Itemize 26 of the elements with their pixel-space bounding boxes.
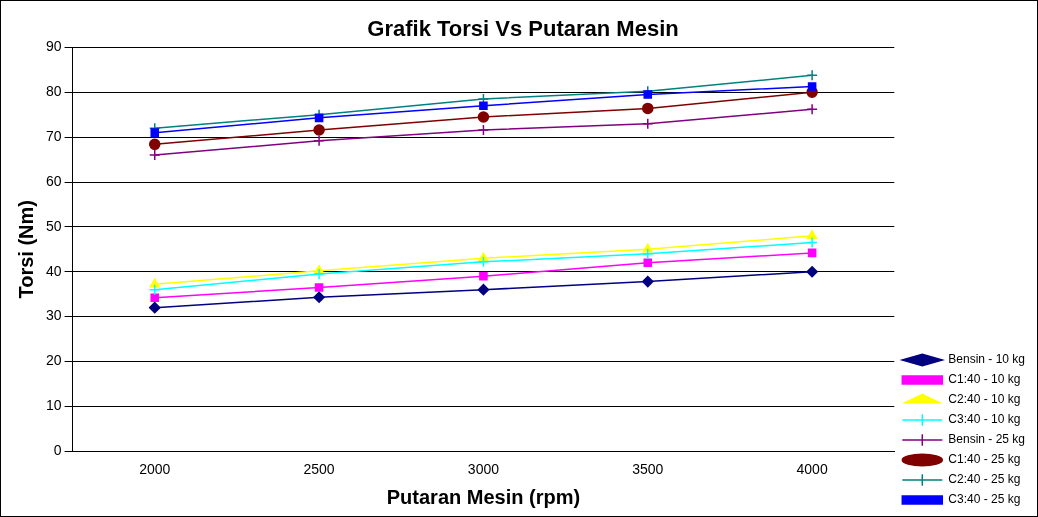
x-tick-label: 4000 (796, 461, 828, 478)
y-tick-label: 40 (45, 262, 62, 279)
x-tick-label: 2000 (139, 461, 171, 478)
x-tick-label: 2500 (303, 461, 335, 478)
x-axis-title: Putaran Mesin (rpm) (386, 485, 581, 508)
legend-label: Bensin - 10 kg (948, 352, 1026, 367)
legend-label: C3:40 - 10 kg (948, 412, 1021, 427)
y-tick-label: 90 (45, 38, 62, 55)
legend-label: C1:40 - 25 kg (948, 452, 1021, 467)
y-tick-label: 10 (45, 397, 62, 414)
legend-label: C2:40 - 25 kg (948, 472, 1021, 487)
legend-label: Bensin - 25 kg (948, 432, 1026, 447)
x-tick-label: 3500 (632, 461, 664, 478)
y-tick-label: 60 (45, 172, 62, 189)
y-axis-title: Torsi (Nm) (14, 200, 37, 299)
y-tick-label: 30 (45, 307, 62, 324)
x-tick-label: 3000 (467, 461, 500, 478)
legend-label: C1:40 - 10 kg (948, 372, 1021, 387)
y-tick-label: 50 (45, 217, 62, 234)
legend-label: C2:40 - 10 kg (948, 392, 1021, 407)
y-tick-label: 0 (53, 442, 62, 459)
legend-label: C3:40 - 25 kg (948, 492, 1021, 507)
y-tick-label: 80 (45, 83, 62, 100)
y-tick-label: 70 (45, 127, 62, 144)
y-tick-label: 20 (45, 352, 62, 369)
chart-title: Grafik Torsi Vs Putaran Mesin (367, 16, 679, 42)
